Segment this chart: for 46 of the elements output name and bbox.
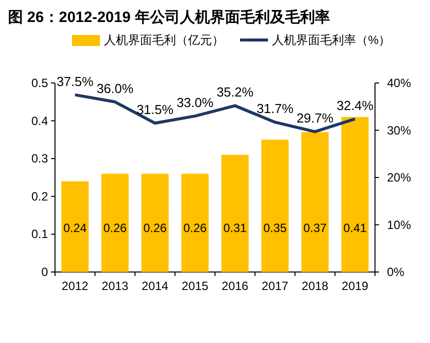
data-label: 0.41 xyxy=(343,221,367,235)
y-tick-label: 0.5 xyxy=(31,76,48,90)
x-tick-label: 2019 xyxy=(342,279,369,293)
data-label: 0.26 xyxy=(103,221,127,235)
chart-title: 图 26：2012-2019 年公司人机界面毛利及毛利率 xyxy=(8,8,330,26)
y-tick-label: 0.2 xyxy=(31,189,48,204)
y-tick-label: 0.1 xyxy=(31,227,48,242)
y-tick-label: 0.3 xyxy=(31,152,48,166)
legend-label: 人机界面毛利率（%） xyxy=(272,33,391,47)
y2-tick-label: 0% xyxy=(387,265,405,279)
bar xyxy=(141,174,169,272)
bar xyxy=(261,140,289,272)
x-tick-label: 2015 xyxy=(182,279,209,293)
y2-tick-label: 40% xyxy=(387,76,412,90)
data-label: 33.0% xyxy=(176,95,214,110)
data-label: 0.37 xyxy=(303,221,327,235)
y-tick-label: 0.4 xyxy=(31,114,48,128)
data-label: 0.24 xyxy=(63,221,87,235)
x-tick-label: 2017 xyxy=(262,279,289,293)
bar xyxy=(181,174,209,272)
data-label: 0.26 xyxy=(183,221,207,235)
y-tick-label: 0 xyxy=(41,265,48,279)
x-tick-label: 2018 xyxy=(302,279,329,293)
y2-tick-label: 20% xyxy=(387,170,412,184)
data-label: 0.26 xyxy=(143,221,167,235)
y2-tick-label: 30% xyxy=(387,123,412,138)
y2-tick-label: 10% xyxy=(387,218,412,232)
legend-label: 人机界面毛利（亿元） xyxy=(104,33,224,47)
bar xyxy=(301,132,329,272)
data-label: 29.7% xyxy=(296,110,334,126)
data-label: 36.0% xyxy=(96,80,134,96)
data-label: 31.7% xyxy=(256,101,294,116)
data-label: 37.5% xyxy=(56,74,94,89)
data-label: 0.35 xyxy=(263,221,287,235)
data-label: 32.4% xyxy=(336,98,374,113)
bar xyxy=(101,174,129,272)
x-tick-label: 2012 xyxy=(62,279,89,293)
x-tick-label: 2014 xyxy=(142,279,169,293)
x-tick-label: 2016 xyxy=(222,279,249,293)
x-tick-label: 2013 xyxy=(102,279,129,293)
bar xyxy=(341,117,369,272)
data-label: 31.5% xyxy=(136,102,174,118)
data-label: 0.31 xyxy=(223,221,247,235)
bar xyxy=(221,154,249,272)
data-label: 35.2% xyxy=(216,84,254,100)
bar xyxy=(61,181,89,272)
